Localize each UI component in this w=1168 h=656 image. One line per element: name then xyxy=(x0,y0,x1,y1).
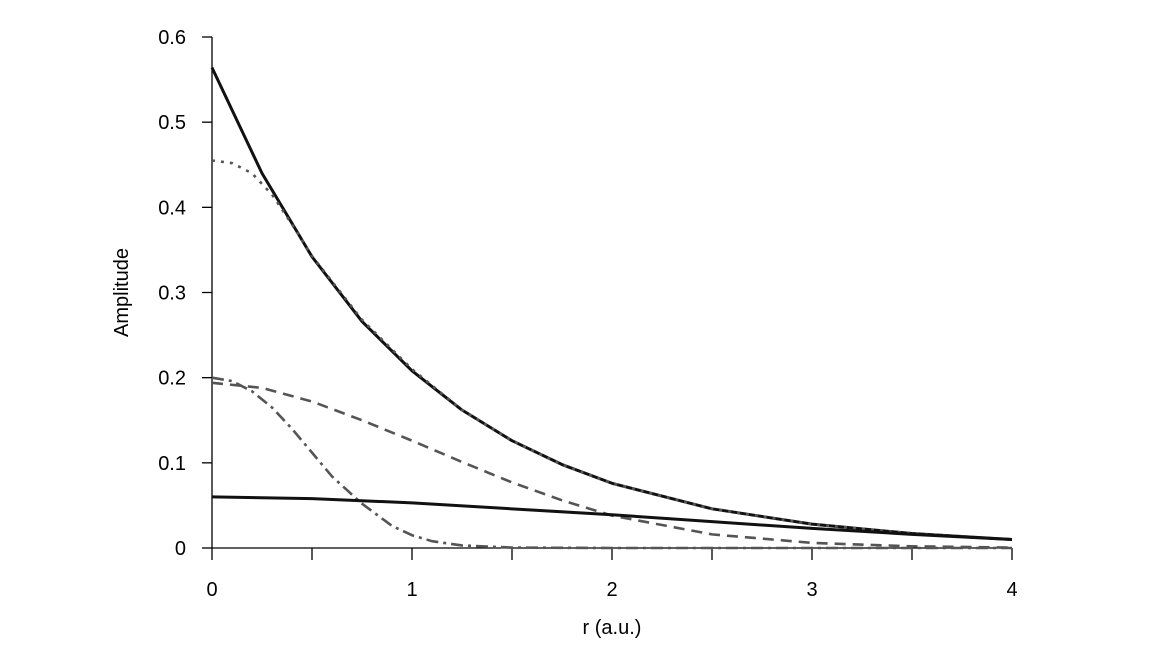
y-tick-label: 0 xyxy=(175,538,186,560)
x-tick-label: 3 xyxy=(806,579,817,601)
y-tick-label: 0.6 xyxy=(158,27,186,49)
y-tick-label: 0.2 xyxy=(158,368,186,390)
axes: 0 0.1 0.2 0.3 0.4 0.5 0.6 0 1 2 3 4 xyxy=(158,27,1017,601)
x-tick-label: 0 xyxy=(206,579,217,601)
series-line-5-solid xyxy=(211,495,1013,541)
y-tick-label: 0.1 xyxy=(158,453,186,475)
series-line-3-dashed xyxy=(211,381,1013,549)
x-axis-title: r (a.u.) xyxy=(583,617,642,639)
series-layer xyxy=(210,67,1013,550)
y-tick-label: 0.3 xyxy=(158,283,186,305)
y-tick-label: 0.5 xyxy=(158,112,186,134)
y-axis-title: Amplitude xyxy=(111,248,133,337)
x-tick-label: 4 xyxy=(1006,579,1017,601)
y-tick-label: 0.4 xyxy=(158,197,186,219)
x-tick-label: 2 xyxy=(606,579,617,601)
series-line-4-dash-dot xyxy=(211,376,1012,550)
x-tick-label: 1 xyxy=(406,579,417,601)
series-line-1-solid xyxy=(210,67,1013,541)
